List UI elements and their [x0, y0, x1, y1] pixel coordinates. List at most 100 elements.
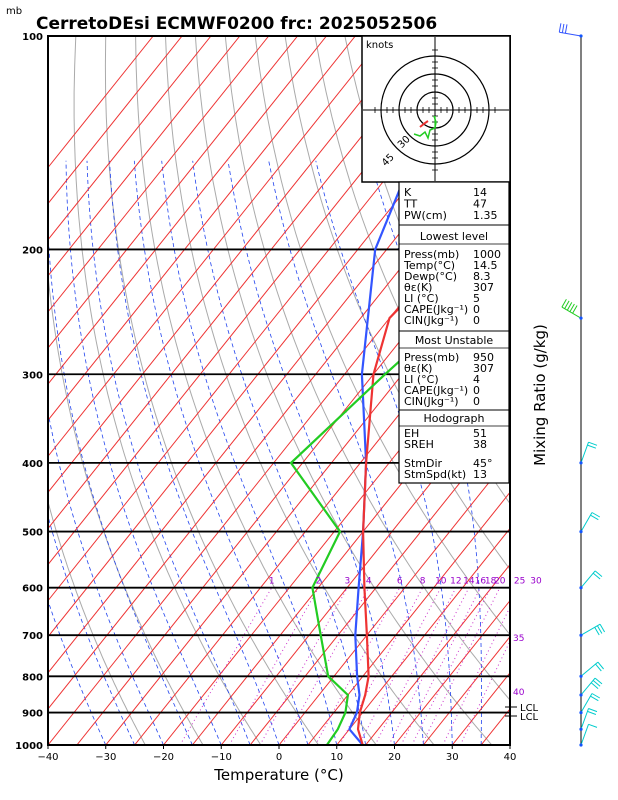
wind-barb-flag	[595, 663, 602, 672]
lowest-index-value: 5	[473, 292, 480, 305]
wind-barb-staff	[561, 306, 582, 319]
wind-barb-staff	[580, 708, 589, 730]
indices-panel: K 14 TT 47 PW(cm) 1.35 Lowest level Press(mb) 10…	[398, 181, 510, 484]
isotherm-edge-label: 40	[513, 688, 525, 698]
temperature-tick-label: −20	[153, 752, 174, 763]
unstable-index-label: Press(mb)	[404, 351, 459, 364]
isotherm	[394, 599, 510, 745]
wind-barb-flag	[599, 623, 606, 633]
wind-barb-flag	[591, 512, 601, 518]
mixing-ratio-line	[228, 587, 319, 745]
hodograph-index-label: StmSpd(kt)	[404, 468, 466, 481]
wind-barb-flag	[594, 570, 603, 577]
isotherm-edge-label: 35	[513, 634, 524, 644]
mixing-ratio-label: 14	[463, 577, 475, 587]
isotherm	[307, 491, 510, 745]
parcel-line	[348, 160, 413, 745]
wind-barb-dot	[579, 316, 583, 320]
hodograph-index-value: 13	[473, 468, 487, 481]
mixing-ratio-label: 3	[345, 577, 351, 587]
wind-barb-flag	[587, 710, 597, 715]
mixing-ratio-label: 6	[397, 577, 403, 587]
isotherm	[48, 36, 154, 169]
lowest-index-label: Dewp(°C)	[404, 270, 457, 283]
moist-adiabat	[86, 160, 251, 745]
isotherm	[48, 36, 327, 385]
wind-barb-staff	[580, 661, 599, 677]
index-label: TT	[403, 198, 418, 211]
unstable-index-label: LI (°C)	[404, 373, 439, 386]
mixing-ratio-line	[374, 587, 457, 745]
isotherm	[48, 36, 298, 349]
mixing-ratio-line	[315, 587, 401, 745]
pressure-tick-label: 200	[22, 245, 43, 256]
wind-barb-dot	[579, 633, 583, 637]
hodograph-trace	[413, 115, 437, 141]
lcl-label-2: LCL	[520, 712, 539, 723]
wind-profile	[558, 23, 606, 747]
pressure-tick-label: 500	[22, 528, 43, 539]
mixing-ratio-line	[358, 587, 442, 745]
isotherm	[249, 419, 510, 745]
wind-barb-dot	[579, 743, 583, 747]
lowest-index-value: 1000	[473, 248, 501, 261]
mixing-ratio-label: 18	[485, 577, 497, 587]
temperature-tick-label: −40	[37, 752, 58, 763]
most-unstable-title: Most Unstable	[415, 334, 494, 347]
wind-barb-flag	[558, 23, 562, 33]
pressure-tick-label: 1000	[15, 741, 43, 752]
pressure-tick-labels: 100 200 300 400 500 600 700 800 900 1000	[15, 32, 43, 752]
pressure-tick-label: 900	[22, 709, 43, 720]
wind-barb-flag	[588, 723, 598, 728]
hodograph-storm-motion	[419, 120, 429, 128]
lowest-index-value: 0	[473, 303, 480, 316]
isotherm	[48, 36, 414, 494]
hodograph-index-label: SREH	[404, 438, 434, 451]
wind-barb-dot	[579, 727, 583, 731]
temperature-tick-labels: −40 −30 −20 −10 0 10 20 30 40	[37, 745, 516, 763]
x-axis-label: Temperature (°C)	[213, 766, 343, 784]
mixing-ratio-label: 2	[316, 577, 322, 587]
lowest-index-label: CIN(Jkg⁻¹)	[404, 314, 459, 327]
lowest-index-value: 8.3	[473, 270, 491, 283]
isotherm	[336, 527, 510, 745]
mixing-ratio-label: 1	[269, 577, 275, 587]
isotherm	[48, 36, 443, 530]
wind-barb-flag	[592, 572, 601, 580]
wind-barb-dot	[579, 693, 583, 697]
hodograph-index-label: EH	[404, 427, 419, 440]
wind-barb-dot	[579, 711, 583, 715]
unstable-index-value: 307	[473, 362, 494, 375]
wind-barb-flag	[564, 24, 568, 34]
isotherm	[48, 36, 241, 277]
pressure-tick-label: 700	[22, 631, 43, 642]
hodograph-index-value: 38	[473, 438, 487, 451]
lowest-index-label: CAPE(Jkg⁻¹)	[404, 303, 468, 316]
dry-adiabat	[48, 500, 146, 745]
wind-barb-staff	[580, 677, 596, 696]
moist-adiabat	[48, 410, 164, 745]
isotherm	[48, 36, 183, 205]
wind-barb-staff	[580, 623, 601, 636]
wind-barb-staff	[580, 570, 596, 589]
lowest-level-title: Lowest level	[420, 230, 488, 243]
unstable-index-label: CIN(Jkg⁻¹)	[404, 395, 459, 408]
wind-barb-flag	[588, 708, 598, 713]
hodograph-index-title: Hodograph	[424, 412, 485, 425]
wind-barb-flag	[597, 661, 604, 670]
wind-barb-flag	[594, 677, 603, 685]
isotherm	[278, 455, 510, 745]
pressure-tick-label: 600	[22, 584, 43, 595]
lowest-index-label: LI (°C)	[404, 292, 439, 305]
mixing-ratio-label: 12	[450, 577, 461, 587]
unstable-index-value: 0	[473, 384, 480, 397]
wind-barb-staff	[580, 693, 593, 713]
wind-barb-flag	[590, 682, 599, 689]
moist-adiabat	[48, 225, 193, 745]
index-label: K	[404, 186, 412, 199]
temperature-tick-label: −10	[211, 752, 232, 763]
chart-title: CerretoDEsi ECMWF0200 frc: 2025052506	[36, 14, 437, 34]
dry-adiabat	[73, 36, 262, 745]
pressure-tick-label: 100	[22, 32, 43, 43]
